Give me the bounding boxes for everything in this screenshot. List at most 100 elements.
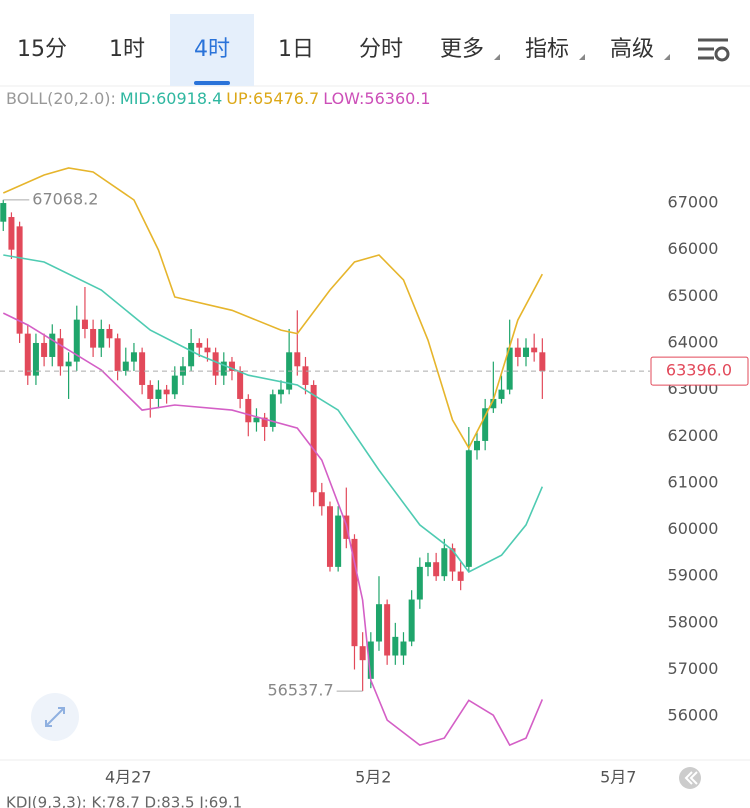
tab-selected-bg <box>170 14 254 86</box>
tab[interactable]: 分时 <box>359 37 403 62</box>
band-line <box>3 254 544 574</box>
y-tick-label: 58000 <box>668 612 719 631</box>
candle-body <box>539 352 546 372</box>
candle-body <box>106 328 113 339</box>
tab-label: 更多 <box>440 37 484 62</box>
tab-label: 1日 <box>278 37 314 62</box>
candle-body <box>139 352 146 385</box>
indicator-up: UP:65476.7 <box>226 89 319 108</box>
candle-body <box>514 347 521 357</box>
scroll-icon <box>684 771 698 785</box>
y-tick-label: 64000 <box>668 332 719 351</box>
indicator-line: BOLL(20,2.0): MID:60918.4 UP:65476.7 LOW:56… <box>6 89 431 108</box>
candle-body <box>433 562 440 577</box>
tab[interactable]: 1时 <box>109 37 145 62</box>
band-line <box>2 167 544 450</box>
scroll-back-button[interactable] <box>679 767 701 789</box>
candle-body <box>416 566 423 600</box>
tab-label: 15分 <box>17 37 67 62</box>
tab[interactable]: 更多 <box>440 37 500 62</box>
tab-label: 分时 <box>359 37 403 62</box>
candle-body <box>245 398 252 423</box>
candle-body <box>32 342 39 376</box>
candle-body <box>424 562 431 567</box>
candle-body <box>384 604 391 656</box>
candle-body <box>188 342 195 367</box>
candle-body <box>114 338 121 371</box>
icon-gear <box>714 46 730 62</box>
x-tick-label: 5月7 <box>600 768 636 787</box>
expand-button[interactable] <box>31 693 79 741</box>
candle-body <box>335 515 342 567</box>
candle-body <box>147 384 154 399</box>
candle-body <box>204 347 211 353</box>
y-tick-label: 56000 <box>668 706 719 725</box>
candle-body <box>310 384 317 493</box>
candle-body <box>130 352 137 362</box>
candle-body <box>16 226 23 334</box>
candle-body <box>375 604 382 642</box>
y-tick-label: 59000 <box>668 566 719 585</box>
candle-body <box>473 440 480 451</box>
y-tick-label: 65000 <box>668 286 719 305</box>
annotation-label: 56537.7 <box>267 681 333 700</box>
candle-body <box>465 450 472 567</box>
candle-body <box>359 646 366 661</box>
candle-body <box>90 328 97 348</box>
candle-body <box>392 636 399 656</box>
candle-body <box>220 361 227 376</box>
candle-body <box>8 217 15 250</box>
candle-body <box>269 394 276 427</box>
annotation-label: 67068.2 <box>32 189 98 208</box>
tab[interactable]: 指标 <box>525 37 585 62</box>
candle-body <box>24 333 31 376</box>
candle-body <box>523 347 530 357</box>
candle-body <box>367 641 374 679</box>
tab-bar <box>0 0 750 86</box>
candle-body <box>49 333 56 357</box>
band-line <box>2 312 544 747</box>
tab-label: 1时 <box>109 37 145 62</box>
tab-label: 高级 <box>610 37 654 62</box>
candle-body <box>294 352 301 367</box>
last-price-label: 63396.0 <box>666 361 732 380</box>
y-tick-label: 60000 <box>668 519 719 538</box>
y-tick-label: 62000 <box>668 426 719 445</box>
x-tick-label: 4月27 <box>105 768 152 787</box>
tab[interactable]: 高级 <box>610 37 670 62</box>
candle-body <box>41 342 48 357</box>
candle-body <box>237 370 244 399</box>
candle-body <box>506 347 513 390</box>
tab[interactable]: 4时 <box>170 14 254 86</box>
tab[interactable]: 1日 <box>278 37 314 62</box>
dropdown-caret <box>664 54 670 60</box>
x-tick-label: 5月2 <box>355 768 391 787</box>
tab-label: 4时 <box>194 37 230 62</box>
indicator-label: BOLL(20,2.0): <box>6 89 116 108</box>
candle-body <box>351 538 358 647</box>
candle-body <box>482 408 489 441</box>
candle-body <box>277 389 284 395</box>
candle-body <box>98 328 105 348</box>
candle-body <box>163 389 170 395</box>
candle-body <box>531 347 538 353</box>
candle-body <box>171 375 178 395</box>
candle-body <box>196 342 203 348</box>
candle-body <box>408 599 415 642</box>
candle-body <box>449 548 456 572</box>
indicator-low: LOW:56360.1 <box>323 89 430 108</box>
candle-body <box>457 571 464 581</box>
candle-body <box>498 389 505 399</box>
y-tick-label: 61000 <box>668 472 719 491</box>
candle-body <box>81 319 88 329</box>
candle-body <box>326 506 333 567</box>
plot <box>0 167 546 747</box>
candle-body <box>155 389 162 399</box>
candle-body <box>302 366 309 385</box>
dropdown-caret <box>494 54 500 60</box>
candle-body <box>228 361 235 371</box>
tab[interactable]: 15分 <box>17 37 67 62</box>
settings-icon[interactable] <box>698 38 730 62</box>
